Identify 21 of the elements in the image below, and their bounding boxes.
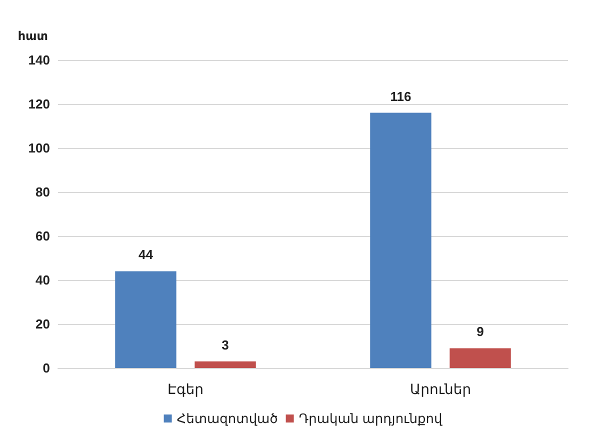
bar (194, 361, 256, 368)
legend-label: Դրական արդյունքով (298, 411, 443, 426)
legend-label: Հետազոտված (176, 411, 278, 426)
x-tick-label: Արուներ (410, 381, 472, 397)
y-tick-label: 80 (36, 184, 50, 200)
y-tick-label: 40 (36, 272, 50, 288)
y-tick-label: 0 (42, 360, 50, 376)
y-tick-label: 100 (28, 140, 50, 156)
x-tick-label: Էգեր (168, 381, 204, 397)
data-label: 9 (476, 324, 484, 340)
data-label: 3 (222, 337, 229, 352)
data-label: 116 (390, 88, 412, 104)
y-tick-label: 140 (28, 52, 50, 68)
y-tick-label: 120 (28, 96, 50, 112)
bar (370, 112, 432, 368)
y-tick-label: 20 (36, 316, 50, 332)
y-axis-title: հատ (18, 29, 48, 43)
y-tick-label: 60 (36, 228, 50, 244)
data-label: 44 (138, 247, 154, 262)
bar (450, 348, 511, 368)
bar (115, 271, 176, 368)
